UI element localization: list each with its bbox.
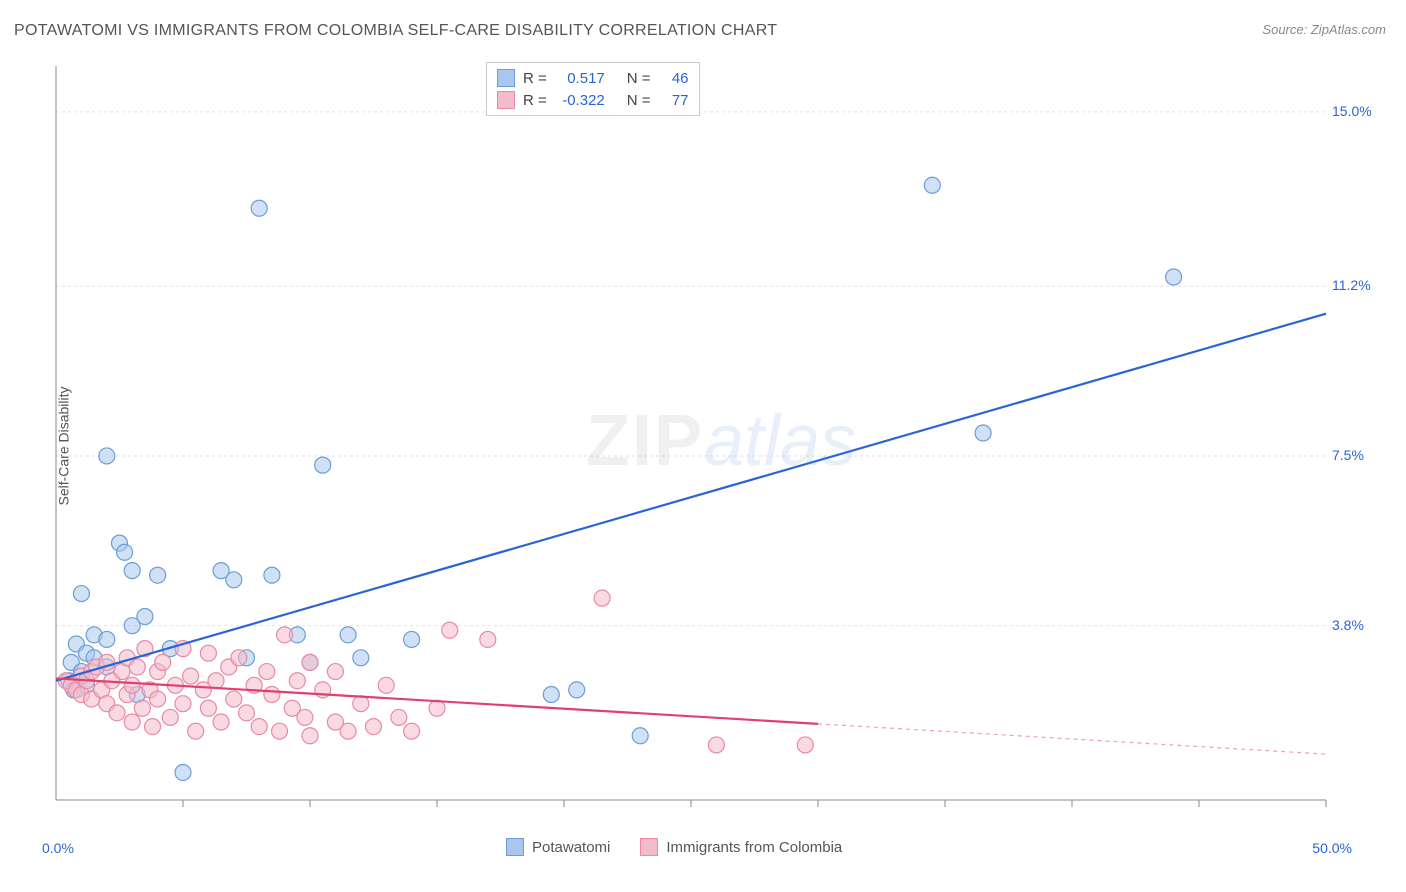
y-tick-label: 11.2%	[1332, 277, 1371, 293]
stats-legend-row: R = -0.322 N = 77	[497, 89, 689, 111]
series-legend-item: Immigrants from Colombia	[640, 838, 842, 856]
series-name: Potawatomi	[532, 839, 610, 856]
scatter-chart	[46, 60, 1346, 820]
y-tick-label: 15.0%	[1332, 103, 1372, 119]
plot-area: ZIPatlas R =0.517N =46R =-0.322N =77 Pot…	[46, 60, 1346, 820]
source-value: ZipAtlas.com	[1311, 22, 1386, 37]
legend-swatch	[640, 838, 658, 856]
stat-n-label: N =	[627, 92, 651, 109]
legend-swatch	[497, 91, 515, 109]
stat-r-value: -0.322	[555, 92, 605, 109]
x-axis-min-label: 0.0%	[42, 840, 74, 856]
legend-swatch	[506, 838, 524, 856]
chart-title: POTAWATOMI VS IMMIGRANTS FROM COLOMBIA S…	[14, 22, 777, 40]
stat-r-value: 0.517	[555, 70, 605, 87]
series-name: Immigrants from Colombia	[666, 839, 842, 856]
source-label: Source:	[1262, 22, 1307, 37]
stat-r-label: R =	[523, 92, 547, 109]
x-axis-max-label: 50.0%	[1312, 840, 1352, 856]
stat-r-label: R =	[523, 70, 547, 87]
stat-n-label: N =	[627, 70, 651, 87]
series-legend: Potawatomi Immigrants from Colombia	[506, 838, 842, 856]
series-legend-item: Potawatomi	[506, 838, 610, 856]
stat-n-value: 46	[659, 70, 689, 87]
stat-n-value: 77	[659, 92, 689, 109]
stats-legend-row: R = 0.517 N = 46	[497, 67, 689, 89]
stats-legend: R = 0.517 N = 46 R = -0.322 N = 77	[486, 62, 700, 116]
y-tick-label: 7.5%	[1332, 447, 1364, 463]
y-tick-label: 3.8%	[1332, 617, 1364, 633]
legend-swatch	[497, 69, 515, 87]
source-credit: Source: ZipAtlas.com	[1262, 22, 1386, 37]
